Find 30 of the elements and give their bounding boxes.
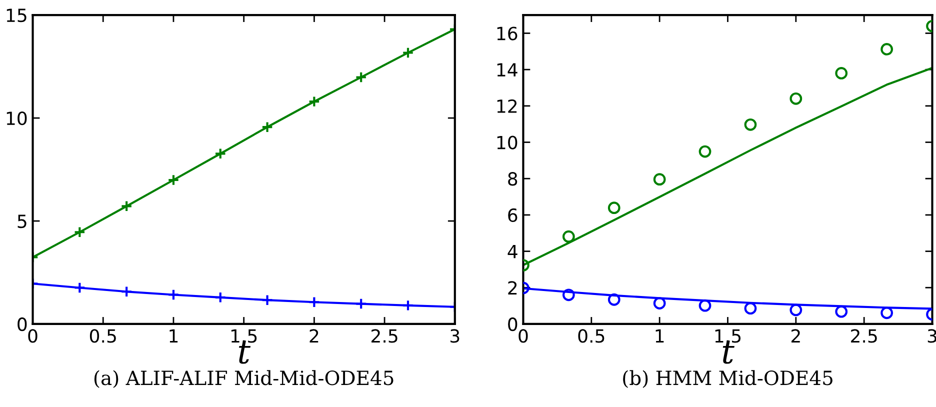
y-tick-label: 15 (6, 8, 26, 22)
x-tick-label: 2.5 (851, 329, 877, 343)
x-tick-label: 2 (310, 329, 318, 343)
y-tick-label: 0 (18, 317, 27, 332)
x-tick-label: 0 (28, 329, 38, 343)
y-tick-label: 10 (497, 136, 518, 150)
x-tick-label: 2 (791, 329, 800, 343)
y-tick-label: 10 (6, 111, 27, 126)
text: (a) ALIF-ALIF Mid-Mid-ODE45 (94, 370, 394, 388)
y-tick-label: 12 (497, 99, 517, 113)
y-tick-label: 0 (508, 317, 518, 332)
x-tick-label: 1.5 (231, 329, 257, 343)
y-tick-label: 4 (508, 244, 518, 258)
x-tick-label: 2.5 (372, 329, 398, 343)
y-tick-label: 2 (508, 281, 517, 294)
x-axis-title: t (722, 340, 734, 364)
x-tick-label: 3 (450, 329, 460, 343)
x-tick-label: 0 (518, 329, 528, 343)
y-tick-label: 16 (497, 26, 518, 40)
x-axis-title: t (238, 340, 251, 364)
x-tick-label: 0.5 (578, 329, 604, 343)
x-tick-label: 1 (656, 329, 664, 343)
y-tick-label: 6 (508, 208, 518, 222)
text: (b) HMM Mid-ODE45 (623, 370, 832, 388)
y-tick-label: 8 (508, 172, 518, 186)
x-tick-label: 0.5 (90, 329, 116, 343)
y-tick-label: 5 (18, 214, 26, 228)
x-tick-label: 1 (170, 329, 178, 343)
y-tick-label: 14 (497, 63, 518, 76)
x-tick-label: 1.5 (715, 329, 741, 343)
